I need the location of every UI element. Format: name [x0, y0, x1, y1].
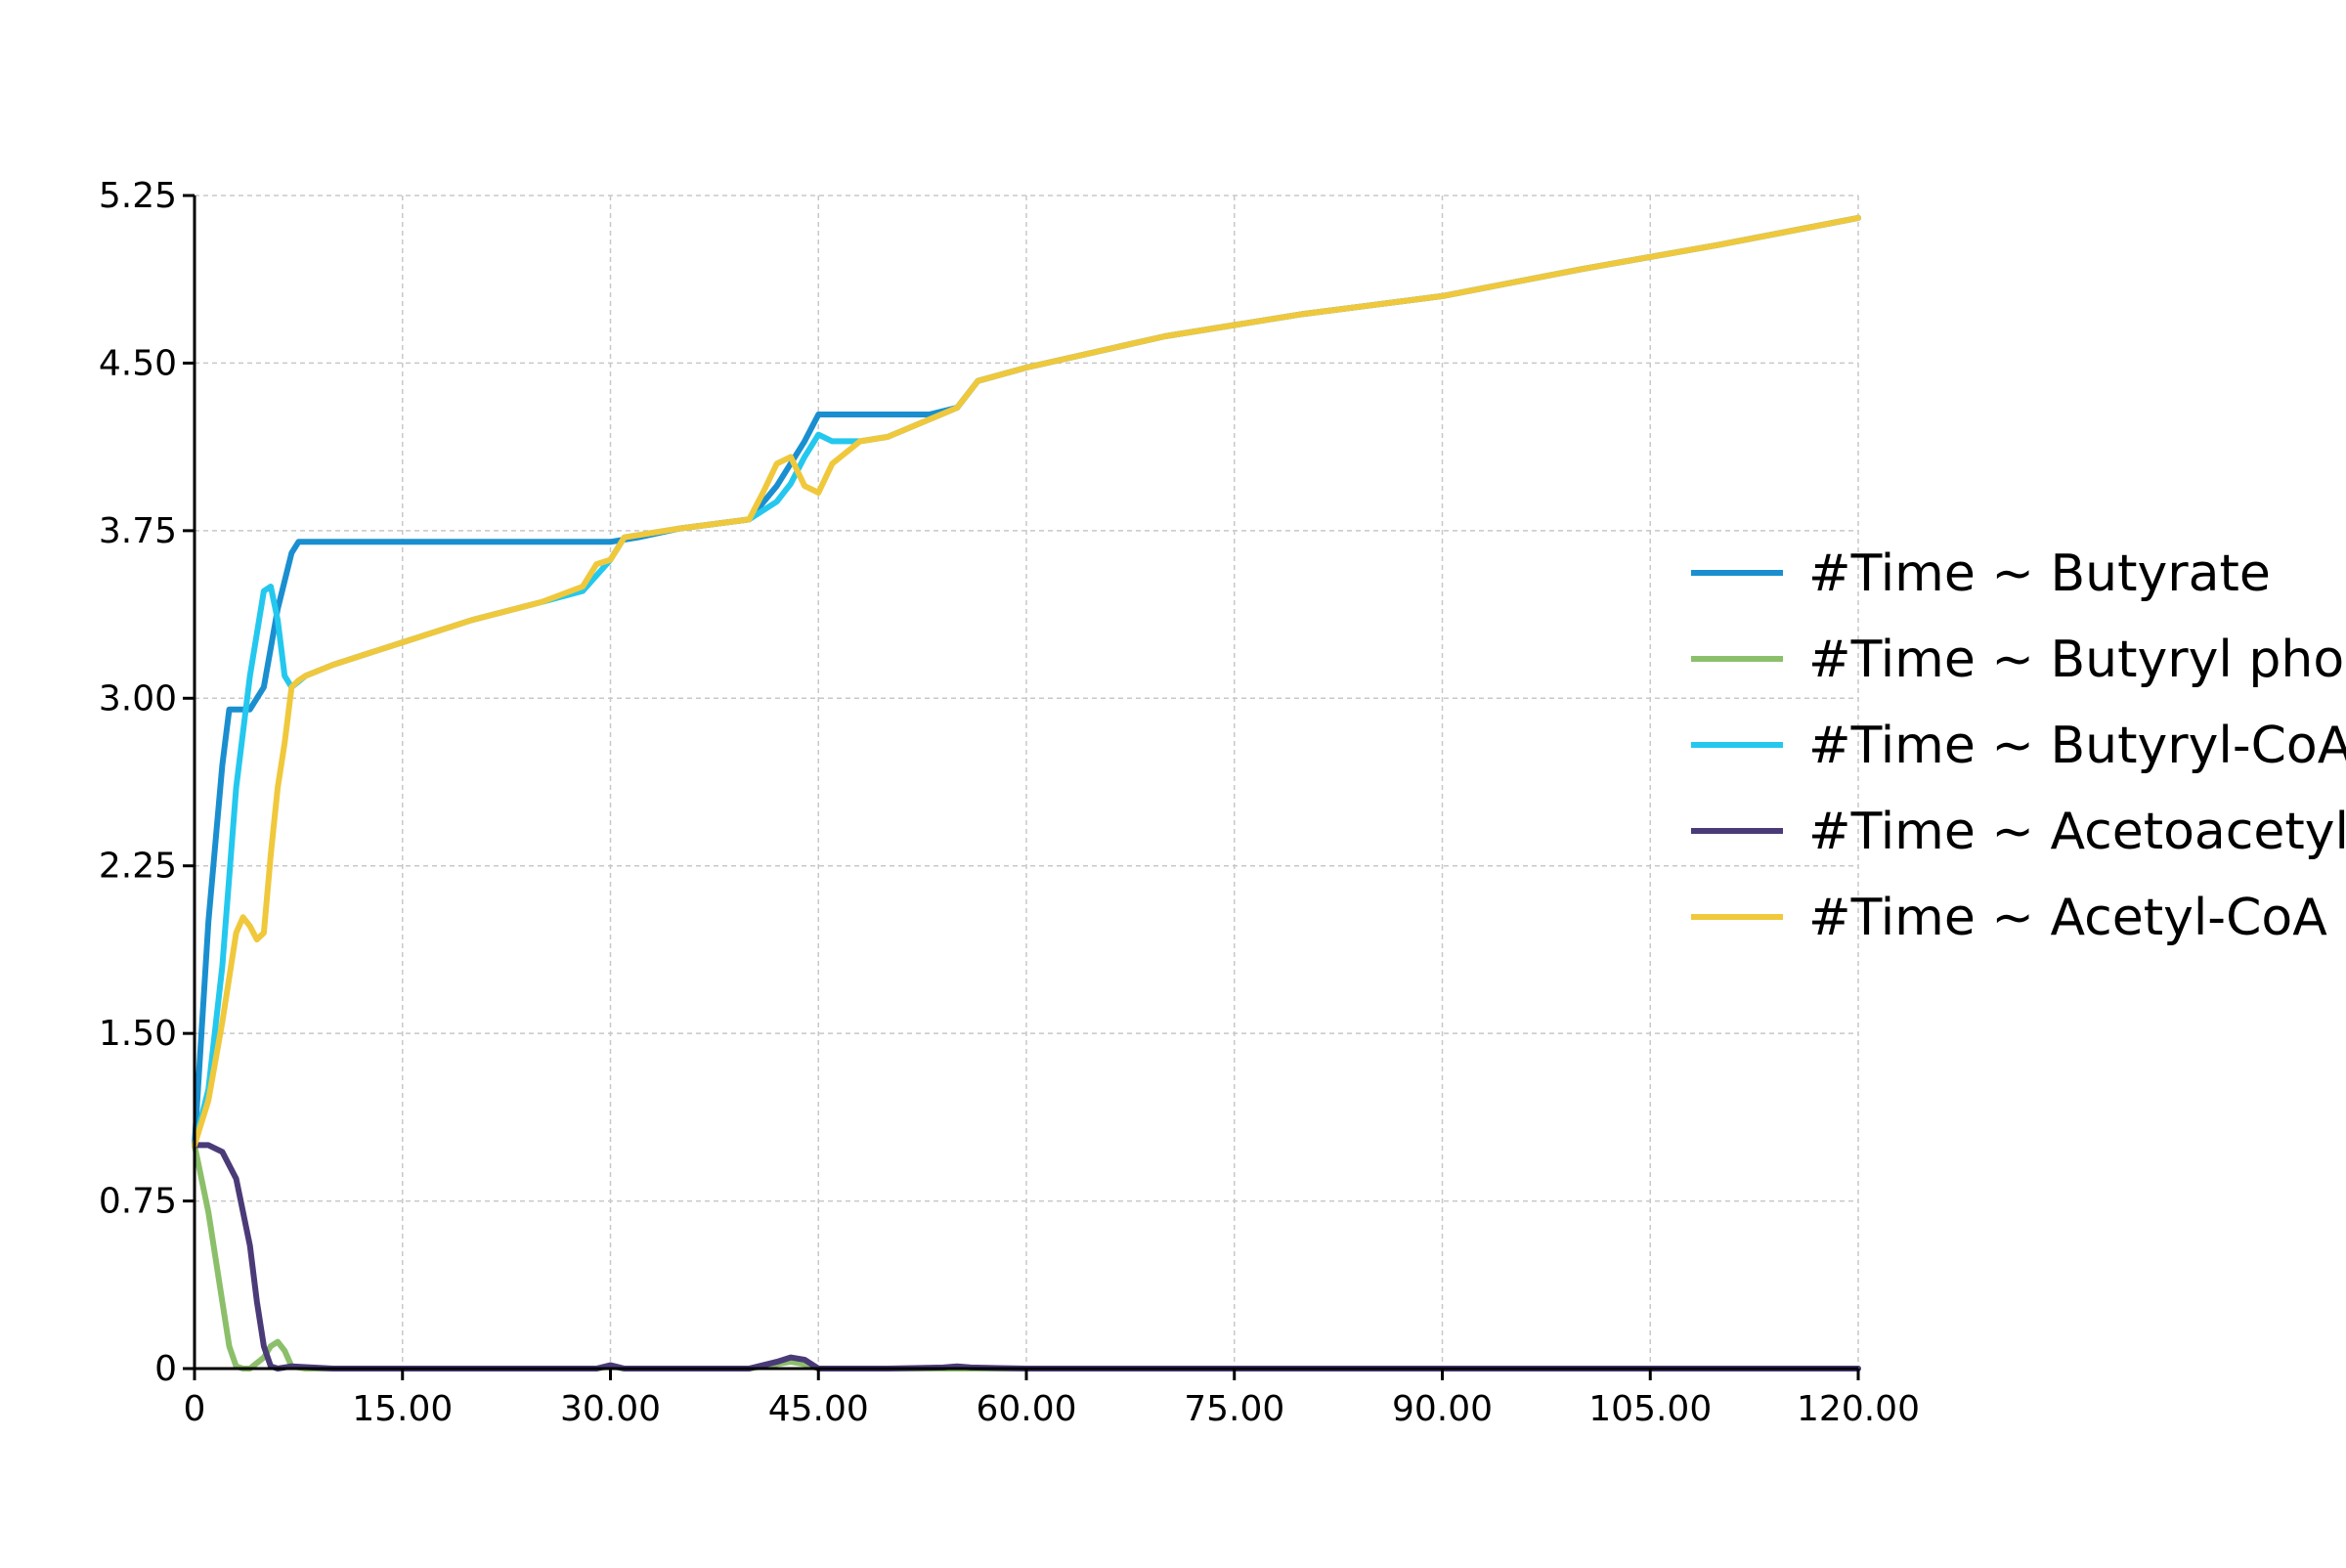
y-tick-label: 4.50 [99, 343, 177, 383]
axes [183, 194, 1860, 1380]
x-tick-label: 105.00 [1588, 1389, 1712, 1429]
legend-item: #Time ~ Acetoacetyl- [1691, 803, 2346, 861]
y-tick-label: 1.50 [99, 1014, 177, 1054]
y-tick-label: 3.75 [99, 511, 177, 551]
tick-labels: 0 15.00 30.00 45.00 60.00 75.00 90.00 105.00 120… [99, 176, 1920, 1429]
x-tick-label: 75.00 [1184, 1389, 1284, 1429]
x-tick-label: 90.00 [1392, 1389, 1493, 1429]
x-tick-label: 15.00 [352, 1389, 453, 1429]
legend: #Time ~ Butyrate #Time ~ Butyryl phos #Tim… [1691, 544, 2346, 947]
legend-label: #Time ~ Butyrate [1808, 544, 2271, 603]
y-tick-label: 5.25 [99, 176, 177, 216]
legend-item: #Time ~ Butyryl-CoA [1691, 717, 2346, 775]
series-line-5 [192, 214, 1861, 1149]
y-tick-label: 0 [154, 1349, 177, 1389]
y-tick-label: 2.25 [99, 847, 177, 887]
legend-item: #Time ~ Butyryl phos [1691, 631, 2346, 689]
x-tick-label: 0 [184, 1389, 206, 1429]
x-tick-label: 60.00 [976, 1389, 1076, 1429]
legend-label: #Time ~ Acetyl-CoA [1808, 889, 2327, 947]
x-tick-label: 45.00 [768, 1389, 869, 1429]
legend-label: #Time ~ Acetoacetyl- [1808, 803, 2346, 861]
legend-item: #Time ~ Acetyl-CoA [1691, 889, 2327, 947]
legend-label: #Time ~ Butyryl-CoA [1808, 717, 2346, 775]
y-tick-label: 3.00 [99, 678, 177, 719]
x-tick-label: 120.00 [1797, 1389, 1920, 1429]
y-tick-label: 0.75 [99, 1182, 177, 1222]
grid [195, 195, 1859, 1369]
legend-item: #Time ~ Butyrate [1691, 544, 2271, 603]
legend-label: #Time ~ Butyryl phos [1808, 631, 2346, 689]
x-tick-label: 30.00 [560, 1389, 661, 1429]
